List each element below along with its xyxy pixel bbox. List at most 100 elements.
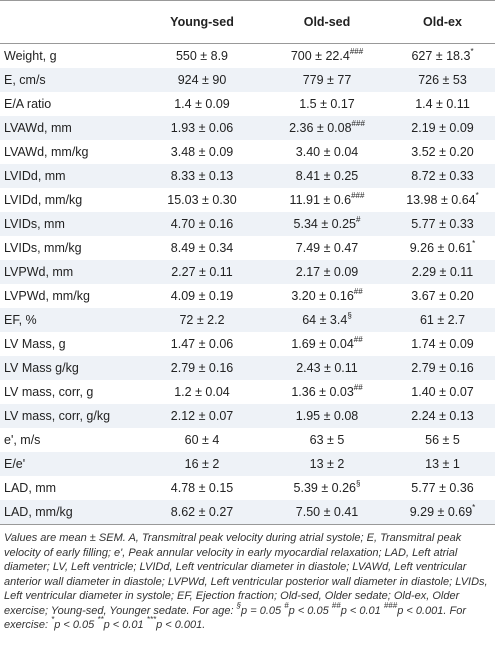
cell: 1.93 ± 0.06 bbox=[140, 116, 264, 140]
row-label: EF, % bbox=[0, 308, 140, 332]
table-row: E/A ratio 1.4 ± 0.09 1.5 ± 0.17 1.4 ± 0.11 bbox=[0, 92, 495, 116]
cell: 4.09 ± 0.19 bbox=[170, 289, 234, 303]
cell: 5.77 ± 0.36 bbox=[411, 481, 474, 495]
row-label: LVAWd, mm/kg bbox=[4, 145, 89, 159]
header-cell: Old-sed bbox=[264, 0, 390, 44]
footnote-p: p bbox=[103, 619, 110, 631]
footnote-sup: ## bbox=[331, 600, 341, 610]
table-row: LV Mass, g 1.47 ± 0.06 1.69 ± 0.04## 1.74 ±… bbox=[0, 332, 495, 356]
cell-value: 1.69 ± 0.04 bbox=[291, 337, 354, 351]
table-row: E, cm/s 924 ± 90 779 ± 77 726 ± 53 bbox=[0, 68, 495, 92]
table-row: LVIDs, mm/kg 8.49 ± 0.34 7.49 ± 0.47 9.26 ±… bbox=[0, 236, 495, 260]
row-label: E/A ratio bbox=[4, 97, 52, 111]
header-cell: Old-ex bbox=[390, 0, 495, 44]
row-label: LAD, mm bbox=[4, 481, 57, 495]
row-label: LVIDs, mm/kg bbox=[4, 241, 82, 255]
footnote-sup: ** bbox=[97, 615, 104, 624]
cell: 3.40 ± 0.04 bbox=[295, 145, 359, 159]
cell: 4.70 ± 0.16 bbox=[140, 212, 264, 236]
table-row: LVIDd, mm/kg 15.03 ± 0.30 11.91 ± 0.6### 13… bbox=[0, 188, 495, 212]
table-row: LV Mass g/kg 2.79 ± 0.16 2.43 ± 0.11 2.79 ±… bbox=[0, 356, 495, 380]
cell: 2.24 ± 0.13 bbox=[390, 404, 495, 428]
cell-value: 627 ± 18.3 bbox=[411, 49, 471, 63]
cell: 627 ± 18.3* bbox=[390, 44, 495, 69]
cell: 3.52 ± 0.20 bbox=[411, 145, 474, 159]
cell: 2.27 ± 0.11 bbox=[140, 260, 264, 284]
row-label: LAD, mm/kg bbox=[0, 500, 140, 525]
cell: 5.39 ± 0.26§ bbox=[264, 476, 390, 500]
footnote-p: p bbox=[397, 604, 404, 617]
cell: 61 ± 2.7 bbox=[390, 308, 495, 332]
cell: 3.48 ± 0.09 bbox=[170, 145, 234, 159]
cell: 1.4 ± 0.11 bbox=[415, 97, 470, 111]
footnote-text: Values are mean ± SEM. A, Transmitral pe… bbox=[4, 532, 488, 617]
row-label: LV Mass, g bbox=[4, 337, 66, 351]
cell: 13 ± 2 bbox=[264, 452, 390, 476]
significance-mark: ### bbox=[351, 119, 365, 128]
cell: 64 ± 3.4§ bbox=[264, 308, 390, 332]
cell-value: 700 ± 22.4 bbox=[290, 49, 350, 63]
cell: 1.74 ± 0.09 bbox=[411, 337, 474, 351]
cell-value: 11.91 ± 0.6 bbox=[289, 193, 352, 207]
cell: 4.78 ± 0.15 bbox=[170, 481, 234, 495]
cell: 1.4 ± 0.09 bbox=[174, 97, 230, 111]
table-row: LVPWd, mm/kg 4.09 ± 0.19 3.20 ± 0.16## 3.67… bbox=[0, 284, 495, 308]
cell-value: 2.36 ± 0.08 bbox=[289, 121, 352, 135]
row-label: LVIDd, mm bbox=[0, 164, 140, 188]
table-row: LVAWd, mm 1.93 ± 0.06 2.36 ± 0.08### 2.19 ±… bbox=[0, 116, 495, 140]
cell: 1.5 ± 0.17 bbox=[299, 97, 355, 111]
cell: 5.77 ± 0.33 bbox=[390, 212, 495, 236]
row-label: LVAWd, mm bbox=[0, 116, 140, 140]
table-row: LV mass, corr, g 1.2 ± 0.04 1.36 ± 0.03## 1… bbox=[0, 380, 495, 404]
cell: 726 ± 53 bbox=[390, 68, 495, 92]
footnote-sup: *** bbox=[146, 615, 157, 624]
footnote: Values are mean ± SEM. A, Transmitral pe… bbox=[0, 525, 495, 633]
table-row: LAD, mm 4.78 ± 0.15 5.39 ± 0.26§ 5.77 ± 0.3… bbox=[0, 476, 495, 500]
cell: 9.26 ± 0.61* bbox=[390, 236, 495, 260]
table-row: LVIDd, mm 8.33 ± 0.13 8.41 ± 0.25 8.72 ± 0.… bbox=[0, 164, 495, 188]
table-body: Weight, g 550 ± 8.9 700 ± 22.4### 627 ± 18.… bbox=[0, 44, 495, 525]
footnote-p: p bbox=[340, 604, 347, 617]
table-row: LVIDs, mm 4.70 ± 0.16 5.34 ± 0.25# 5.77 ± 0… bbox=[0, 212, 495, 236]
cell: 13 ± 1 bbox=[390, 452, 495, 476]
footnote-p: p bbox=[241, 604, 248, 617]
row-label: E/e' bbox=[0, 452, 140, 476]
data-table: Young-sed Old-sed Old-ex Weight, g 550 ± 8.… bbox=[0, 0, 495, 525]
cell: 11.91 ± 0.6### bbox=[264, 188, 390, 212]
table-row: EF, % 72 ± 2.2 64 ± 3.4§ 61 ± 2.7 bbox=[0, 308, 495, 332]
significance-mark: § bbox=[356, 479, 361, 488]
cell: 72 ± 2.2 bbox=[140, 308, 264, 332]
cell: 9.29 ± 0.69* bbox=[390, 500, 495, 525]
header-cell bbox=[0, 0, 140, 44]
cell: 1.69 ± 0.04## bbox=[264, 332, 390, 356]
significance-mark: ### bbox=[349, 47, 364, 56]
cell: 56 ± 5 bbox=[425, 433, 460, 447]
significance-mark: * bbox=[472, 503, 476, 512]
row-label: LV Mass g/kg bbox=[0, 356, 140, 380]
cell: 1.95 ± 0.08 bbox=[264, 404, 390, 428]
table-row: LV mass, corr, g/kg 2.12 ± 0.07 1.95 ± 0.0… bbox=[0, 404, 495, 428]
cell: 7.49 ± 0.47 bbox=[295, 241, 359, 255]
cell: 2.79 ± 0.16 bbox=[390, 356, 495, 380]
cell: 924 ± 90 bbox=[140, 68, 264, 92]
significance-mark: ## bbox=[353, 383, 363, 392]
cell-value: 64 ± 3.4 bbox=[302, 313, 348, 327]
cell-value: 3.20 ± 0.16 bbox=[291, 289, 354, 303]
cell-value: 1.36 ± 0.03 bbox=[291, 385, 354, 399]
cell: 2.79 ± 0.16 bbox=[140, 356, 264, 380]
cell: 2.19 ± 0.09 bbox=[390, 116, 495, 140]
cell: 8.49 ± 0.34 bbox=[170, 241, 234, 255]
cell-value: 9.29 ± 0.69 bbox=[409, 505, 473, 519]
cell: 63 ± 5 bbox=[309, 433, 345, 447]
footnote-text: < 0.05 bbox=[294, 604, 332, 617]
footnote-text: < 0.05 bbox=[60, 619, 98, 631]
footnote-text: < 0.001. bbox=[162, 619, 206, 631]
row-label: E, cm/s bbox=[0, 68, 140, 92]
cell: 3.20 ± 0.16## bbox=[264, 284, 390, 308]
footnote-sup: § bbox=[236, 600, 242, 610]
row-label: e', m/s bbox=[4, 433, 41, 447]
footnote-p: p bbox=[288, 604, 295, 617]
cell: 2.12 ± 0.07 bbox=[140, 404, 264, 428]
cell: 700 ± 22.4### bbox=[264, 44, 390, 69]
cell: 8.72 ± 0.33 bbox=[390, 164, 495, 188]
